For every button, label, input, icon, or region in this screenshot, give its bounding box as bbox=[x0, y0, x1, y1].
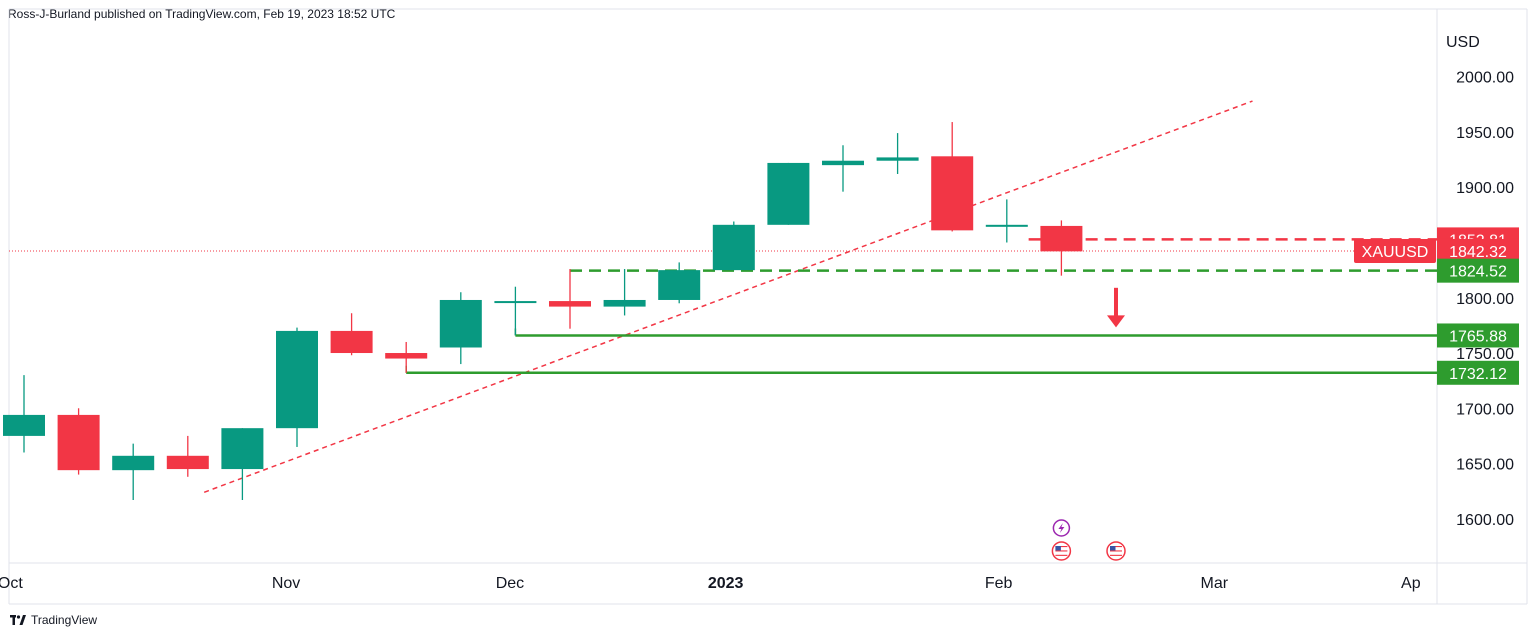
trendline-0 bbox=[203, 100, 1253, 493]
price-tag-value: 1842.32 bbox=[1449, 244, 1507, 261]
candle-10 bbox=[549, 269, 591, 329]
candle-3 bbox=[166, 435, 209, 477]
candle-body bbox=[603, 299, 646, 307]
candle-body bbox=[221, 428, 264, 470]
candle-9 bbox=[494, 286, 537, 336]
candle-14 bbox=[767, 162, 810, 225]
candle-body bbox=[57, 414, 100, 471]
y-tick-label: 1700.00 bbox=[1456, 401, 1514, 418]
price-tag-value: 1765.88 bbox=[1449, 328, 1507, 345]
flag-stripe bbox=[1110, 546, 1122, 548]
price-tag-bg bbox=[1437, 360, 1519, 385]
lightning-event-icon bbox=[1052, 519, 1071, 537]
flag-stripe bbox=[1110, 552, 1122, 554]
candle-12 bbox=[658, 262, 701, 304]
drawings-layer bbox=[9, 100, 1437, 493]
flag-stripe bbox=[1055, 554, 1068, 556]
us-flag-event-icon bbox=[1051, 541, 1072, 561]
footer-brand[interactable]: TradingView bbox=[10, 613, 97, 627]
us-flag-event-icon bbox=[1106, 541, 1126, 561]
candle-body bbox=[931, 156, 974, 231]
candle-0 bbox=[3, 375, 45, 453]
down-arrow-icon bbox=[1107, 315, 1125, 328]
footer-brand-label: TradingView bbox=[31, 613, 98, 627]
candle-18 bbox=[985, 199, 1028, 243]
candle-body bbox=[112, 455, 155, 471]
flag-canton bbox=[1055, 546, 1061, 551]
flag-stripe bbox=[1055, 550, 1068, 552]
price-tag-bg bbox=[1437, 258, 1519, 283]
price-tag-bg bbox=[1437, 323, 1519, 348]
candle-body bbox=[767, 162, 810, 225]
chart-frame bbox=[8, 8, 1528, 605]
candle-body bbox=[658, 270, 701, 300]
x-tick-label: 2023 bbox=[708, 575, 744, 592]
candle-body bbox=[439, 299, 482, 348]
candle-8 bbox=[439, 292, 482, 365]
price-tag-1765.88: 1765.88 bbox=[1437, 323, 1519, 348]
x-tick-label: Nov bbox=[272, 575, 300, 592]
candle-body bbox=[166, 455, 209, 470]
y-tick-label: 1800.00 bbox=[1456, 291, 1514, 308]
candle-17 bbox=[931, 122, 974, 232]
price-tag-1824.52: 1824.52 bbox=[1437, 258, 1519, 283]
price-tags: 1852.81XAUUSD1842.321824.521765.881732.1… bbox=[1354, 227, 1519, 385]
currency-label: USD bbox=[1446, 34, 1480, 51]
candle-7 bbox=[385, 341, 428, 373]
y-tick-label: 1950.00 bbox=[1456, 125, 1514, 142]
y-tick-label: 2000.00 bbox=[1456, 70, 1514, 87]
candle-4 bbox=[221, 428, 264, 501]
flag-stripe bbox=[1110, 554, 1122, 556]
price-tag-value: 1732.12 bbox=[1449, 366, 1507, 383]
candle-body bbox=[1040, 225, 1083, 252]
candle-1 bbox=[57, 408, 100, 475]
flag-stripe bbox=[1110, 548, 1122, 550]
publisher-line: Ross-J-Burland published on TradingView.… bbox=[8, 7, 396, 21]
time-axis[interactable]: Oct Nov Dec 2023 Feb Mar Ap bbox=[0, 575, 1421, 592]
candle-body bbox=[3, 414, 45, 436]
candle-body bbox=[712, 224, 755, 271]
events-layer bbox=[1051, 519, 1126, 561]
candle-11 bbox=[603, 269, 646, 316]
symbol-tag-label: XAUUSD bbox=[1362, 244, 1429, 261]
price-tag-1732.12: 1732.12 bbox=[1437, 360, 1519, 385]
flag-stripe bbox=[1055, 552, 1068, 554]
y-tick-label: 1750.00 bbox=[1456, 346, 1514, 363]
candle-19 bbox=[1040, 220, 1083, 276]
x-tick-label: Feb bbox=[985, 575, 1013, 592]
candle-6 bbox=[330, 313, 373, 356]
y-tick-label: 1900.00 bbox=[1456, 180, 1514, 197]
candle-body bbox=[385, 353, 428, 359]
symbol-tag-bg bbox=[1354, 238, 1436, 263]
flag-stripe bbox=[1110, 550, 1122, 552]
tradingview-logo-icon bbox=[10, 615, 26, 625]
y-tick-label: 1650.00 bbox=[1456, 457, 1514, 474]
x-tick-label: Oct bbox=[0, 575, 23, 592]
candle-body bbox=[876, 157, 919, 161]
candle-body bbox=[494, 301, 537, 304]
candle-2 bbox=[112, 443, 155, 501]
candle-body bbox=[822, 160, 864, 166]
flag-canton bbox=[1110, 546, 1116, 551]
candle-body bbox=[549, 301, 591, 307]
candle-body bbox=[330, 330, 373, 354]
x-tick-label: Mar bbox=[1200, 575, 1228, 592]
candle-13 bbox=[712, 221, 755, 271]
candle-body bbox=[985, 224, 1028, 227]
candle-16 bbox=[876, 133, 919, 174]
x-tick-label: Dec bbox=[496, 575, 524, 592]
y-tick-label: 1600.00 bbox=[1456, 512, 1514, 529]
candle-15 bbox=[822, 145, 864, 192]
price-tag-value: 1824.52 bbox=[1449, 264, 1507, 281]
candles-layer bbox=[3, 122, 1083, 501]
x-tick-label: Ap bbox=[1401, 575, 1421, 592]
lightning-glyph bbox=[1058, 523, 1065, 533]
candle-body bbox=[276, 330, 318, 429]
flag-stripe bbox=[1055, 548, 1068, 550]
flag-stripe bbox=[1055, 546, 1068, 548]
candle-5 bbox=[276, 327, 318, 447]
